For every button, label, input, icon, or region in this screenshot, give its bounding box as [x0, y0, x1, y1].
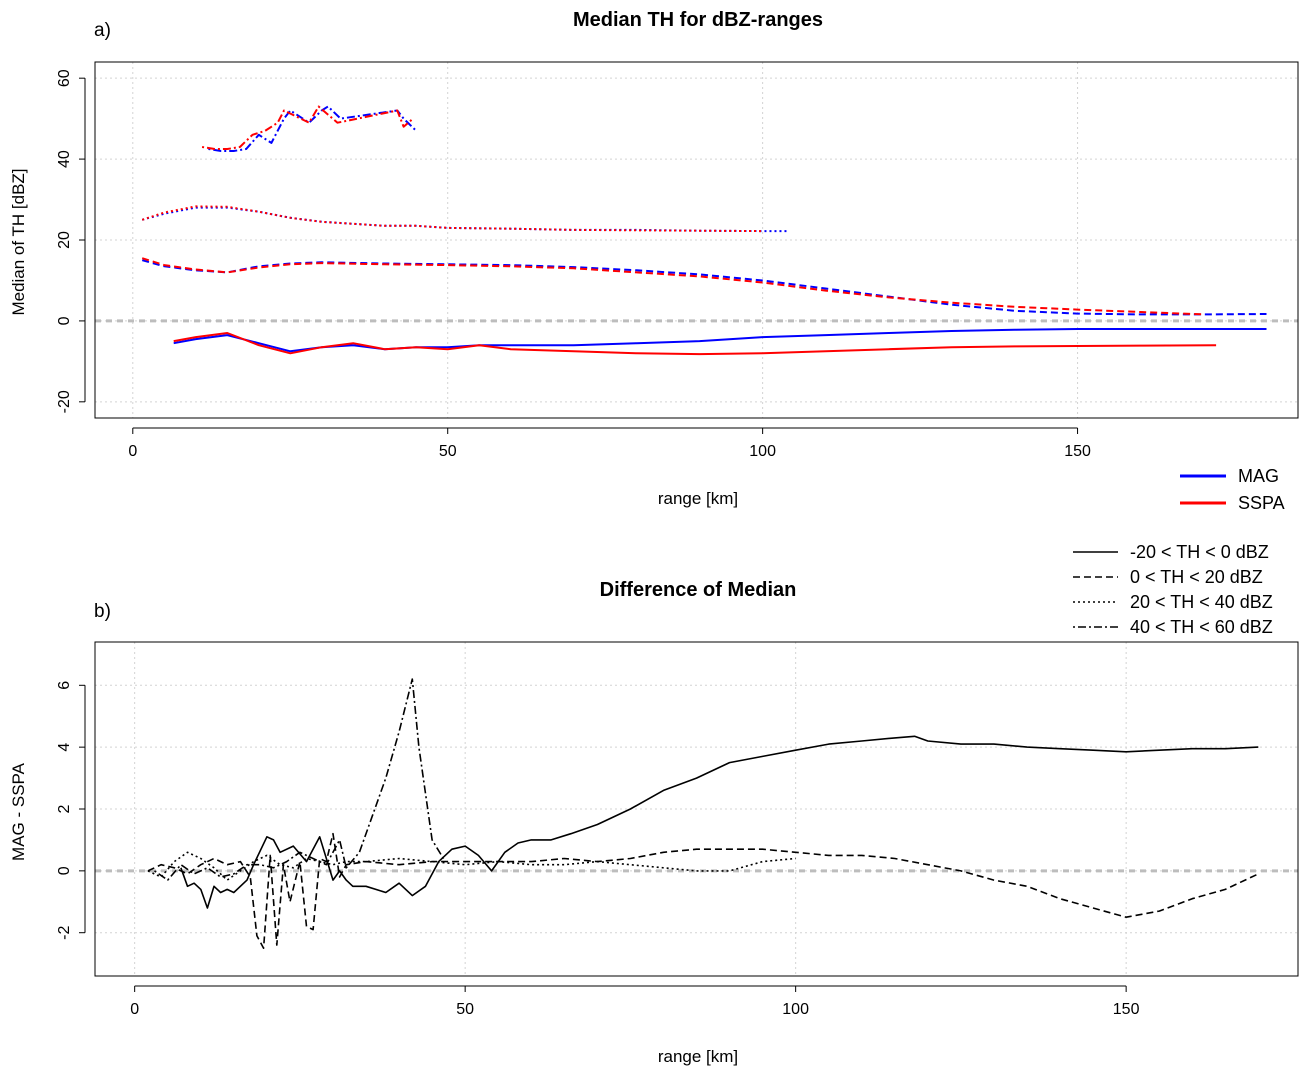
panel-b-series-line-dashed: [147, 832, 1259, 950]
color-legend: MAG SSPA: [1180, 466, 1285, 513]
panel-b-x-tick-label: 0: [130, 1001, 139, 1018]
panel-a-y-tick-label: 20: [56, 231, 73, 249]
panel-a-x-tick-label: 150: [1064, 443, 1091, 460]
legend-label-dotdash: 40 < TH < 60 dBZ: [1130, 617, 1273, 637]
panel-b-plot-frame: [94, 641, 1299, 977]
panel-a-x-tick-label: 50: [439, 443, 457, 460]
panel-b-grid: [95, 642, 1298, 976]
panel-a: a) Median TH for dBZ-ranges range [km] M…: [9, 9, 1299, 508]
panel-a-series: [141, 105, 1267, 356]
panel-a-axes: 0 50 100 150 -20 0 20 40 60: [56, 69, 1091, 460]
panel-a-series-line-mag-solid: [173, 328, 1267, 353]
panel-b-series-line-dotted: [147, 851, 796, 881]
panel-a-series-line-sspa-dashed: [141, 257, 1204, 316]
panel-a-x-axis-label: range [km]: [658, 489, 738, 508]
panel-b-y-tick-label: 2: [56, 804, 73, 813]
panel-a-x-tick-label: 100: [749, 443, 776, 460]
panel-b-x-tick-label: 150: [1113, 1001, 1140, 1018]
panel-a-x-tick-label: 0: [128, 443, 137, 460]
panel-b-series: [147, 678, 1259, 950]
panel-b-y-tick-label: 0: [56, 866, 73, 875]
panel-a-y-tick-label: 40: [56, 150, 73, 168]
panel-b-y-tick-label: 6: [56, 681, 73, 690]
panel-b-x-tick-label: 50: [456, 1001, 474, 1018]
legend-label-mag: MAG: [1238, 466, 1279, 486]
legend-label-solid: -20 < TH < 0 dBZ: [1130, 542, 1269, 562]
panel-b-title: Difference of Median: [600, 579, 797, 601]
panel-a-series-line-sspa-dotdash: [201, 105, 414, 150]
panel-b-label: b): [94, 601, 111, 622]
panel-b-series-line-solid: [180, 735, 1259, 909]
panel-b-y-axis-label: MAG - SSPA: [9, 762, 28, 861]
panel-a-series-line-sspa-dotted: [141, 205, 763, 233]
panel-a-y-tick-label: 60: [56, 69, 73, 87]
style-legend: -20 < TH < 0 dBZ 0 < TH < 20 dBZ 20 < TH <…: [1073, 542, 1273, 637]
panel-b-y-tick-label: 4: [56, 743, 73, 752]
panel-b: b) Difference of Median range [km] MAG -…: [9, 579, 1299, 1066]
panel-a-plot-frame: [94, 61, 1299, 419]
legend-label-sspa: SSPA: [1238, 493, 1285, 513]
panel-a-y-axis-label: Median of TH [dBZ]: [9, 168, 28, 315]
panel-b-series-line-dotdash: [154, 678, 446, 881]
panel-a-y-tick-label: 0: [56, 316, 73, 325]
panel-b-x-axis-label: range [km]: [658, 1047, 738, 1066]
panel-a-title: Median TH for dBZ-ranges: [573, 9, 823, 31]
panel-a-series-line-sspa-solid: [173, 332, 1217, 356]
legend-label-dotted: 20 < TH < 40 dBZ: [1130, 592, 1273, 612]
legend-label-dashed: 0 < TH < 20 dBZ: [1130, 567, 1263, 587]
panel-b-y-tick-label: -2: [56, 925, 73, 939]
panel-a-label: a): [94, 20, 111, 41]
panel-b-x-tick-label: 100: [782, 1001, 809, 1018]
panel-a-series-line-mag-dashed: [141, 259, 1267, 316]
panel-a-grid: [95, 62, 1298, 418]
panel-b-axes: 0 50 100 150 -2 0 2 4 6: [56, 681, 1140, 1018]
panel-a-y-tick-label: -20: [56, 390, 73, 413]
